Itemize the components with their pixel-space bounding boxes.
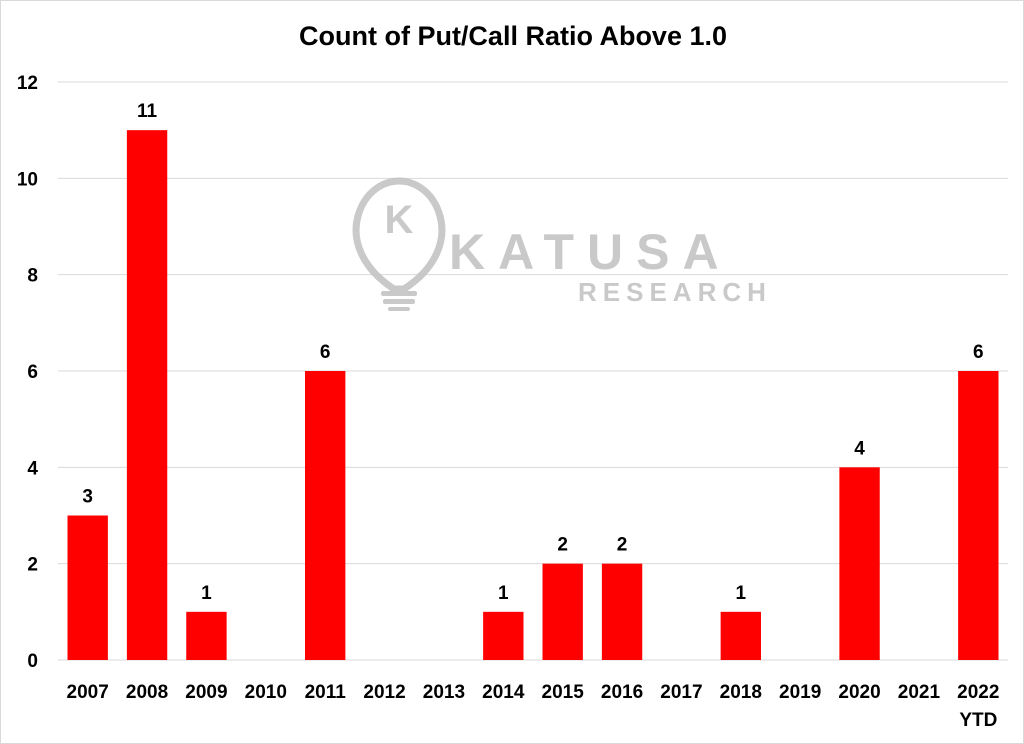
logo-letter: K [385, 198, 414, 242]
data-label-2014: 1 [498, 583, 509, 604]
data-label-2007: 3 [82, 487, 93, 508]
x-axis-ticks: 2007 2008 2009 2010 2011 2012 2013 2014 2015 2016… [67, 682, 1000, 731]
x-tick-label: 2016 [601, 682, 643, 703]
bar-2020 [839, 467, 880, 660]
data-label-2022: 6 [973, 342, 984, 363]
data-label-2018: 1 [736, 583, 747, 604]
bar-2008 [126, 130, 168, 660]
x-tick-label: 2022 [957, 682, 999, 703]
data-label-2008: 11 [137, 101, 158, 122]
data-label-2020: 4 [854, 438, 865, 459]
gridlines [58, 81, 1008, 661]
x-tick-label: 2012 [363, 682, 405, 703]
y-tick-label: 2 [27, 555, 38, 576]
y-tick-label: 12 [17, 73, 38, 94]
chart-title: Count of Put/Call Ratio Above 1.0 [299, 21, 727, 51]
bar-2016 [601, 563, 643, 660]
x-tick-label: 2021 [898, 682, 941, 703]
x-tick-label: 2011 [305, 682, 347, 703]
bar-2018 [720, 611, 761, 660]
x-tick-sublabel: YTD [959, 710, 997, 731]
lightbulb-logo-icon: K [352, 177, 446, 311]
data-label-2009: 1 [201, 583, 212, 604]
bar-2011 [305, 371, 346, 660]
y-tick-label: 8 [27, 266, 38, 287]
x-tick-label: 2019 [779, 682, 821, 703]
y-tick-label: 10 [17, 169, 38, 190]
bar-2009 [186, 611, 227, 660]
data-label-2015: 2 [557, 535, 568, 556]
bar-2022 [958, 371, 999, 660]
x-tick-label: 2010 [245, 682, 287, 703]
x-tick-label: 2009 [185, 682, 227, 703]
x-tick-label: 2013 [423, 682, 465, 703]
x-tick-label: 2014 [482, 682, 525, 703]
watermark-sub: RESEARCH [578, 277, 772, 307]
bar-2015 [542, 563, 583, 660]
data-label-2011: 6 [320, 342, 331, 363]
watermark-brand: KATUSA [449, 224, 732, 280]
data-label-2016: 2 [617, 535, 628, 556]
y-tick-label: 6 [27, 362, 38, 383]
watermark: K KATUSA RESEARCH [352, 177, 772, 311]
bars [67, 130, 999, 660]
bar-2014 [483, 611, 524, 660]
x-tick-label: 2018 [720, 682, 762, 703]
y-axis-ticks: 0 2 4 6 8 10 12 [17, 73, 39, 672]
x-tick-label: 2017 [660, 682, 702, 703]
y-tick-label: 0 [27, 651, 38, 672]
x-tick-label: 2015 [542, 682, 585, 703]
x-tick-label: 2020 [838, 682, 880, 703]
bar-2007 [67, 515, 108, 660]
x-tick-label: 2007 [67, 682, 109, 703]
y-tick-label: 4 [27, 458, 38, 479]
x-tick-label: 2008 [126, 682, 168, 703]
